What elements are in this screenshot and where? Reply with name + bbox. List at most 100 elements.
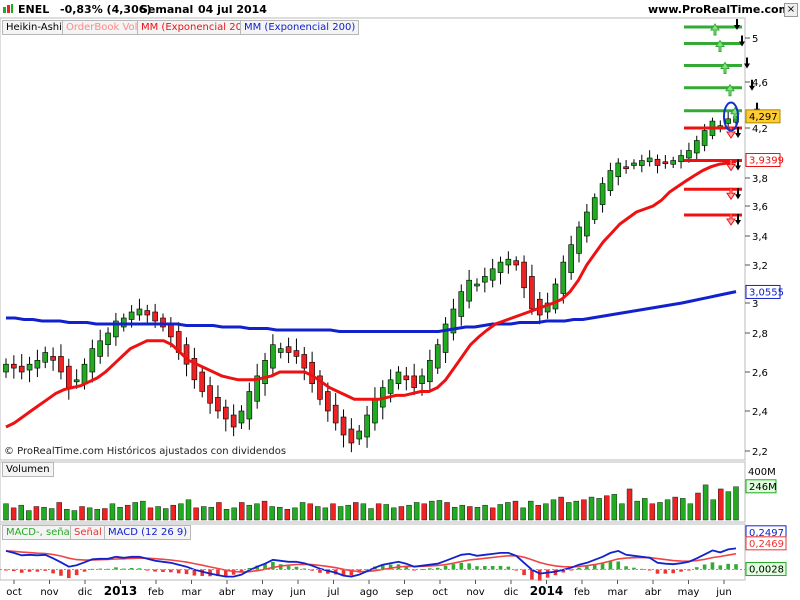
candle-body: [222, 406, 229, 420]
macd-hist-bar: [223, 569, 228, 576]
time-tick-label: feb: [148, 587, 164, 598]
volume-bar: [657, 502, 663, 521]
candle-body: [293, 350, 300, 357]
candle-body: [317, 375, 323, 400]
time-tick-label: oct: [432, 587, 448, 598]
volume-bar: [254, 503, 260, 521]
macd-main-label[interactable]: MACD (12 26 9): [104, 525, 192, 540]
candle-body: [552, 283, 559, 310]
volume-bar: [368, 508, 374, 521]
macd-hist-bar: [420, 568, 424, 570]
candle-body: [387, 379, 394, 394]
volume-bar: [246, 504, 253, 521]
volume-bar: [505, 502, 511, 521]
price-tick-label: 3: [752, 299, 758, 310]
candle-body: [277, 348, 284, 353]
macd-hist-bar: [137, 568, 142, 570]
macd-hist-bar: [51, 569, 55, 574]
candle-body: [631, 162, 637, 166]
volume-bar: [406, 504, 412, 521]
macd-hist-bar: [153, 569, 157, 572]
volume-bar: [626, 488, 633, 521]
candle-body: [113, 320, 119, 338]
macd-hist-bar: [341, 569, 346, 576]
down-arrow-icon: [726, 213, 736, 226]
volume-bar: [337, 506, 344, 521]
macd-hist-bar: [404, 566, 409, 570]
macd-hist-bar: [365, 569, 369, 571]
volume-bar: [573, 500, 580, 521]
volume-bar: [147, 507, 154, 521]
volume-bar: [467, 506, 473, 521]
volume-bar: [71, 510, 78, 521]
volume-bar: [383, 504, 389, 521]
down-arrow-icon: [735, 214, 741, 225]
macd-hist-bar: [19, 569, 24, 573]
macd-diff-label[interactable]: MACD-, señal: [2, 525, 77, 540]
candle-body: [65, 365, 72, 388]
price-tick-label: 2,6: [752, 368, 768, 379]
macd-hist-bar: [66, 569, 71, 579]
macd-hist-bar: [483, 566, 487, 570]
price-tick-label: 3,6: [752, 202, 768, 213]
candle-body: [482, 276, 488, 283]
candle-body: [26, 363, 33, 371]
candle-body: [238, 410, 245, 424]
legend-orderbook-vol[interactable]: OrderBook Vol: [62, 20, 142, 35]
up-arrow-icon: [739, 35, 745, 47]
candle-body: [584, 211, 590, 237]
macd-hist-bar: [349, 569, 354, 576]
macd-hist-bar: [59, 569, 63, 576]
volume-bar: [436, 500, 443, 521]
candle-body: [434, 344, 441, 369]
candle-body: [215, 397, 221, 412]
macd-hist-bar: [530, 569, 534, 580]
volume-bar: [269, 506, 275, 521]
volume-bar: [223, 509, 230, 521]
candle-body: [639, 160, 645, 166]
macd-hist-bar: [624, 566, 628, 570]
macd-panel-frame: [0, 523, 746, 581]
candle-body: [701, 130, 708, 146]
legend-ema200[interactable]: MM (Exponencial 200): [240, 20, 360, 35]
macd-hist-bar: [27, 569, 32, 572]
volume-panel-label[interactable]: Volumen: [2, 462, 54, 477]
volume-bar: [231, 507, 237, 521]
candle-body: [309, 361, 315, 385]
macd-hist-bar: [114, 567, 118, 570]
volume-bar: [543, 503, 549, 521]
time-tick-label: 2014: [530, 584, 563, 598]
time-tick-label: jun: [289, 587, 305, 598]
macd-hist-bar: [702, 564, 707, 570]
macd-hist-bar: [302, 568, 307, 570]
volume-bar: [48, 508, 55, 521]
last-price-badge: 4,297: [749, 112, 778, 123]
macd-signal-label[interactable]: Señal: [70, 525, 106, 540]
copyright-text: © ProRealTime.com Históricos ajustados c…: [4, 446, 287, 457]
volume-bar: [527, 500, 534, 521]
volume-bar: [155, 506, 161, 521]
volume-bar: [56, 502, 62, 521]
volume-bar: [239, 502, 245, 521]
ema200-line: [6, 290, 737, 333]
volume-bar: [185, 499, 192, 521]
candle-body: [191, 358, 198, 381]
macd-hist-bar: [467, 563, 471, 570]
volume-bar: [558, 496, 564, 521]
symbol-label: ENEL: [18, 3, 50, 16]
candle-body: [450, 308, 457, 334]
volume-bar: [596, 498, 602, 521]
time-tick-label: nov: [40, 587, 58, 598]
candle-body: [529, 276, 535, 310]
price-tick-label: 2,8: [752, 329, 768, 340]
signal-badge-bg: [745, 536, 787, 551]
date-label: 04 jul 2014: [198, 3, 267, 16]
candle-body: [89, 348, 96, 373]
macd-hist-bar: [475, 566, 479, 570]
up-arrow-icon: [734, 19, 740, 30]
macd-hist-bar: [412, 569, 416, 571]
volume-bar: [3, 503, 9, 521]
close-icon[interactable]: ×: [784, 3, 798, 17]
macd-hist-bar: [388, 564, 393, 570]
